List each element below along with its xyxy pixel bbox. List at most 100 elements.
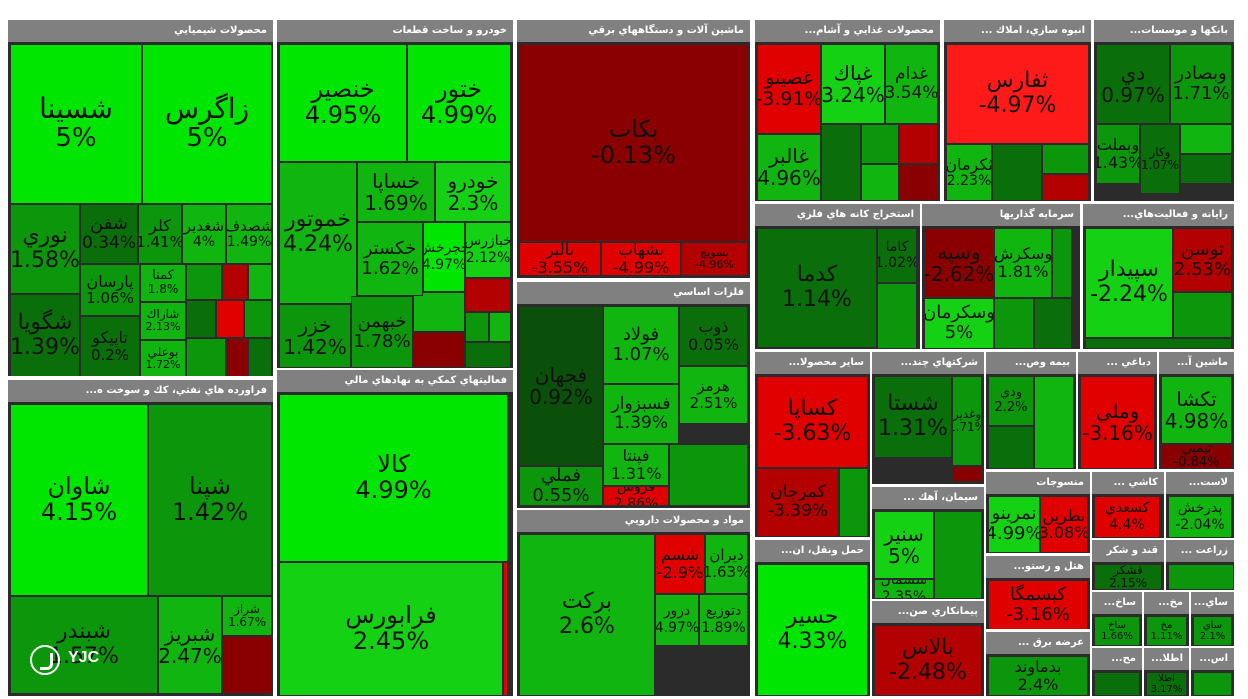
stock-change: 1.67% [227, 614, 267, 629]
stock-tile: خچرخش4.97% [423, 222, 465, 292]
stock-change: 1.62% [361, 257, 419, 279]
stock-symbol: خموتور [285, 207, 351, 233]
sector-header: فلزات اساسي [517, 282, 750, 304]
stock-symbol: ذوب [698, 317, 729, 336]
sector-33: اس... [1191, 648, 1234, 696]
stock-tile: غالبر 4.96% [757, 134, 821, 201]
stock-tile: وسكرمان 5% [924, 298, 994, 349]
stock-change: -3.55% [531, 257, 589, 276]
sector-header: ماشين آ... [1159, 352, 1234, 374]
minor-tile [861, 164, 899, 201]
stock-tile: فروس 2.86% [603, 486, 669, 506]
stock-tile: شگويا 1.39% [10, 294, 80, 376]
stock-change: 4.95% [304, 101, 382, 130]
stock-change: 2.4% [1017, 674, 1059, 694]
sector-header: خودرو و ساخت قطعات [277, 20, 513, 42]
sector-header: سرمايه گذاريها [922, 204, 1080, 226]
stock-tile: بكاب -0.13% [519, 44, 748, 242]
minor-tile [222, 264, 248, 300]
stock-tile: كالا 4.99% [279, 394, 508, 562]
stock-change: 0.2% [90, 345, 130, 364]
stock-change: 4.96% [757, 166, 821, 190]
stock-change: 4.33% [777, 629, 848, 655]
stock-tile: توسن 2.53% [1173, 228, 1232, 292]
minor-tile [413, 332, 465, 368]
stock-change: 1.66% [1101, 630, 1133, 642]
stock-symbol: شگويا [17, 309, 73, 335]
stock-change: 2.12% [465, 249, 511, 266]
sector-24: هتل و رستو... كبسمگا -3.16% [986, 556, 1090, 629]
minor-tile [1180, 124, 1232, 154]
stock-tile: فولاد 1.07% [603, 306, 679, 384]
stock-symbol: وملي [1095, 399, 1140, 423]
sector-header: بيمه وص... [986, 352, 1076, 374]
stock-change: 2.23% [946, 173, 992, 190]
minor-tile [222, 636, 272, 694]
stock-symbol: بركت [561, 589, 613, 615]
sector-header: ساي... [1191, 592, 1234, 614]
stock-tile: فپنتا 1.31% [603, 444, 669, 486]
stock-change: 2.1% [1199, 630, 1226, 642]
stock-symbol: بالبر [546, 242, 574, 260]
stock-symbol: مخ [1160, 619, 1173, 631]
sector-header: بانكها و موسسات... [1094, 20, 1234, 42]
stock-change: 4.4% [1109, 516, 1145, 533]
stock-tile: وسكرش 1.81% [994, 228, 1052, 298]
minor-tile [877, 283, 917, 349]
stock-change: -2.24% [1090, 282, 1168, 308]
stock-change: 1.72% [145, 357, 181, 371]
minor-tile [216, 300, 244, 338]
stock-change: 1.49% [226, 234, 272, 251]
stock-symbol: شراز [234, 601, 260, 616]
stock-change: 2.13% [145, 320, 181, 334]
stock-tile: نوري 1.58% [10, 204, 80, 294]
stock-change: 5% [944, 322, 974, 344]
stock-change: 0.05% [688, 334, 739, 354]
stock-symbol: دي [1120, 60, 1146, 85]
stock-symbol: غالبر [769, 144, 809, 168]
stock-tile: كمرجان -3.39% [757, 468, 839, 537]
stock-symbol: ساي [1202, 619, 1223, 631]
minor-tile [1052, 228, 1072, 298]
stock-tile: كسعدي 4.4% [1094, 496, 1160, 538]
stock-symbol: ساخ [1108, 619, 1126, 631]
stock-change: 1.71% [1172, 82, 1230, 104]
stock-symbol: كدما [796, 262, 838, 288]
stock-symbol: غدام [894, 63, 929, 84]
stock-tile: بالاس -2.48% [874, 625, 982, 696]
stock-change: 2.3% [447, 190, 499, 215]
stock-symbol: خساپا [372, 168, 420, 193]
stock-symbol: خنصير [311, 75, 375, 103]
minor-tile [503, 562, 508, 696]
stock-tile: تاپيكو 0.2% [80, 316, 140, 376]
stock-tile: كدما 1.14% [757, 228, 877, 348]
stock-tile: ثكرمان 2.23% [946, 144, 992, 201]
stock-change: 4.24% [283, 232, 353, 258]
stock-symbol: شستا [887, 391, 939, 417]
stock-symbol: نطرين [1042, 505, 1086, 525]
stock-tile: شسم -2.9% [655, 534, 705, 594]
sector-2: ماشين آلات و دستگاههاي برقي بكاب -0.13% بال… [517, 20, 750, 278]
stock-tile: زاگرس 5% [142, 44, 272, 204]
sector-header: استخراج كانه هاي فلزي [755, 204, 920, 226]
stock-change: 3.17% [1150, 683, 1183, 695]
stock-change: 1.02% [878, 255, 917, 272]
stock-symbol: كلر [149, 215, 171, 235]
stock-symbol: ثفارس [986, 68, 1049, 94]
minor-tile [839, 468, 868, 537]
stock-change: -3.63% [773, 421, 852, 447]
stock-tile: خساپا 1.69% [357, 162, 435, 222]
sector-7: سرمايه گذاريها وسپه -2.62% وسكرش 1.81% وسكرما… [922, 204, 1080, 349]
stock-symbol: وبملت [1096, 135, 1140, 154]
sector-0: محصولات شيميايي شسينا 5% زاگرس 5% نوري 1.58% شف… [8, 20, 273, 376]
sector-header: قند و شكر [1092, 540, 1164, 562]
sector-header: دباغي ... [1078, 352, 1157, 374]
stock-change: 3.54% [885, 82, 938, 103]
minor-tile [994, 298, 1034, 349]
stock-tile: درور 4.97% [655, 594, 699, 646]
stock-tile: ختور 4.99% [407, 44, 511, 162]
stock-change: -2.04% [1175, 516, 1225, 533]
stock-tile: مخ 1.11% [1146, 616, 1187, 646]
sector-26: زراعت ... [1166, 540, 1234, 590]
stock-tile: شپنا 1.42% [148, 404, 272, 596]
